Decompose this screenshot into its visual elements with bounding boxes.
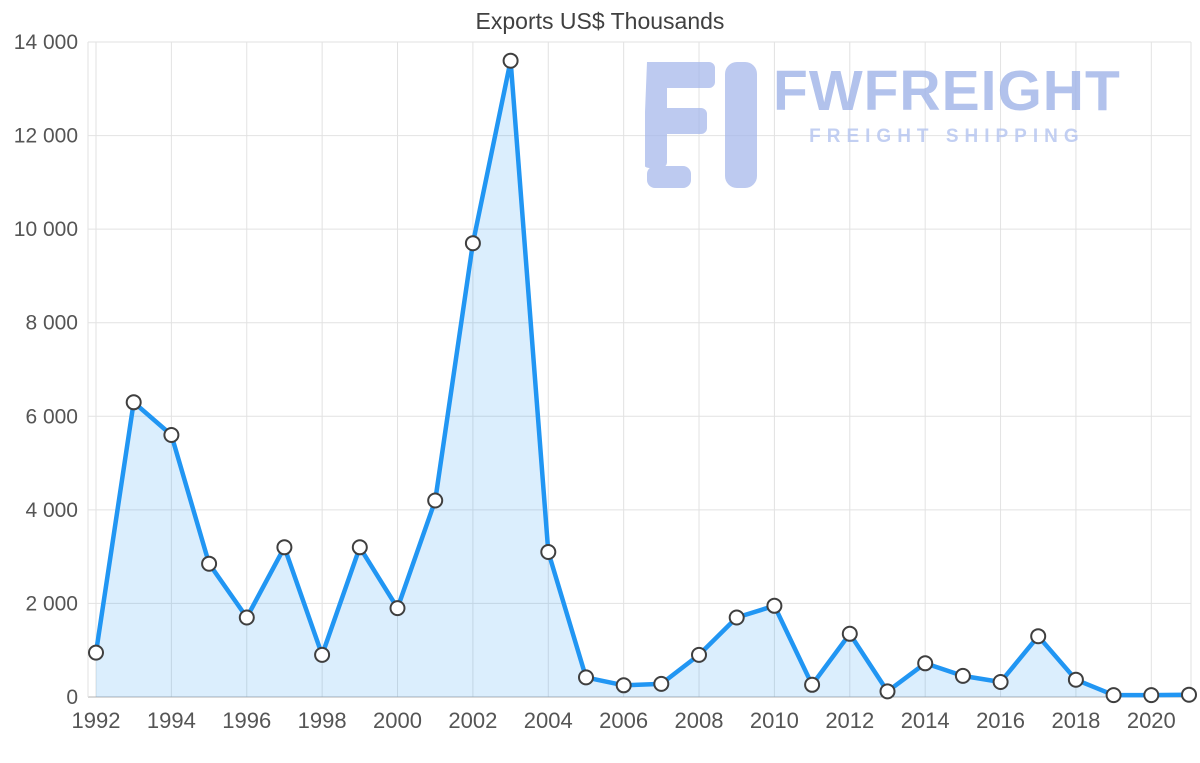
y-tick-label: 6 000 <box>25 405 78 428</box>
data-point[interactable] <box>351 539 368 556</box>
data-point[interactable] <box>540 544 557 560</box>
data-point[interactable] <box>1030 628 1047 645</box>
x-tick-label: 2006 <box>599 708 648 733</box>
x-tick-label: 2002 <box>448 708 497 733</box>
x-tick-label: 1996 <box>222 708 271 733</box>
data-point[interactable] <box>992 674 1009 690</box>
x-tick-label: 2010 <box>750 708 799 733</box>
data-point[interactable] <box>389 600 406 617</box>
y-tick-label: 8 000 <box>25 312 78 335</box>
data-point[interactable] <box>88 644 104 661</box>
data-point[interactable] <box>578 669 594 686</box>
series-area <box>96 60 1189 697</box>
data-point[interactable] <box>917 655 934 672</box>
data-point[interactable] <box>879 683 896 700</box>
data-point[interactable] <box>163 427 180 443</box>
x-tick-label: 2000 <box>373 708 422 733</box>
series-line <box>93 58 1192 698</box>
data-point[interactable] <box>766 597 783 614</box>
x-tick-label: 2008 <box>675 708 724 733</box>
data-point[interactable] <box>691 646 707 663</box>
y-tick-label: 0 <box>66 686 78 709</box>
data-point[interactable] <box>804 676 821 693</box>
data-point[interactable] <box>728 609 745 626</box>
data-point[interactable] <box>314 646 331 663</box>
data-point[interactable] <box>125 394 142 411</box>
x-tick-label: 2018 <box>1051 708 1100 733</box>
data-point[interactable] <box>276 539 293 556</box>
data-points <box>88 52 1197 704</box>
data-point[interactable] <box>1143 687 1160 704</box>
y-tick-label: 14 000 <box>14 31 78 54</box>
data-point[interactable] <box>1105 687 1122 704</box>
data-point[interactable] <box>464 235 481 252</box>
y-tick-label: 12 000 <box>14 125 78 148</box>
data-point[interactable] <box>653 675 670 692</box>
y-axis-labels: 0 2 000 4 000 6 000 8 000 10 000 12 000 14 000 <box>14 31 78 709</box>
gridlines <box>87 41 1192 698</box>
x-tick-label: 1992 <box>72 708 121 733</box>
x-tick-label: 2020 <box>1127 708 1176 733</box>
x-tick-label: 1998 <box>298 708 347 733</box>
data-point[interactable] <box>502 52 519 69</box>
x-tick-label: 2016 <box>976 708 1025 733</box>
y-tick-label: 4 000 <box>25 499 78 522</box>
x-tick-label: 2004 <box>524 708 573 733</box>
x-tick-label: 2014 <box>901 708 950 733</box>
x-axis-labels: 1992 1994 1996 1998 2000 2002 2004 2006 2008 2010… <box>72 708 1176 733</box>
chart-title: Exports US$ Thousands <box>475 8 725 34</box>
y-tick-label: 10 000 <box>14 218 78 241</box>
data-point[interactable] <box>1181 686 1197 703</box>
x-tick-label: 2012 <box>825 708 874 733</box>
data-point[interactable] <box>1067 671 1084 688</box>
x-tick-label: 1994 <box>147 708 196 733</box>
y-tick-label: 2 000 <box>25 592 78 615</box>
data-point[interactable] <box>201 555 218 572</box>
data-point[interactable] <box>954 667 971 684</box>
data-point[interactable] <box>238 609 255 626</box>
data-point[interactable] <box>841 625 858 642</box>
data-point[interactable] <box>427 492 444 509</box>
data-point[interactable] <box>615 677 632 694</box>
